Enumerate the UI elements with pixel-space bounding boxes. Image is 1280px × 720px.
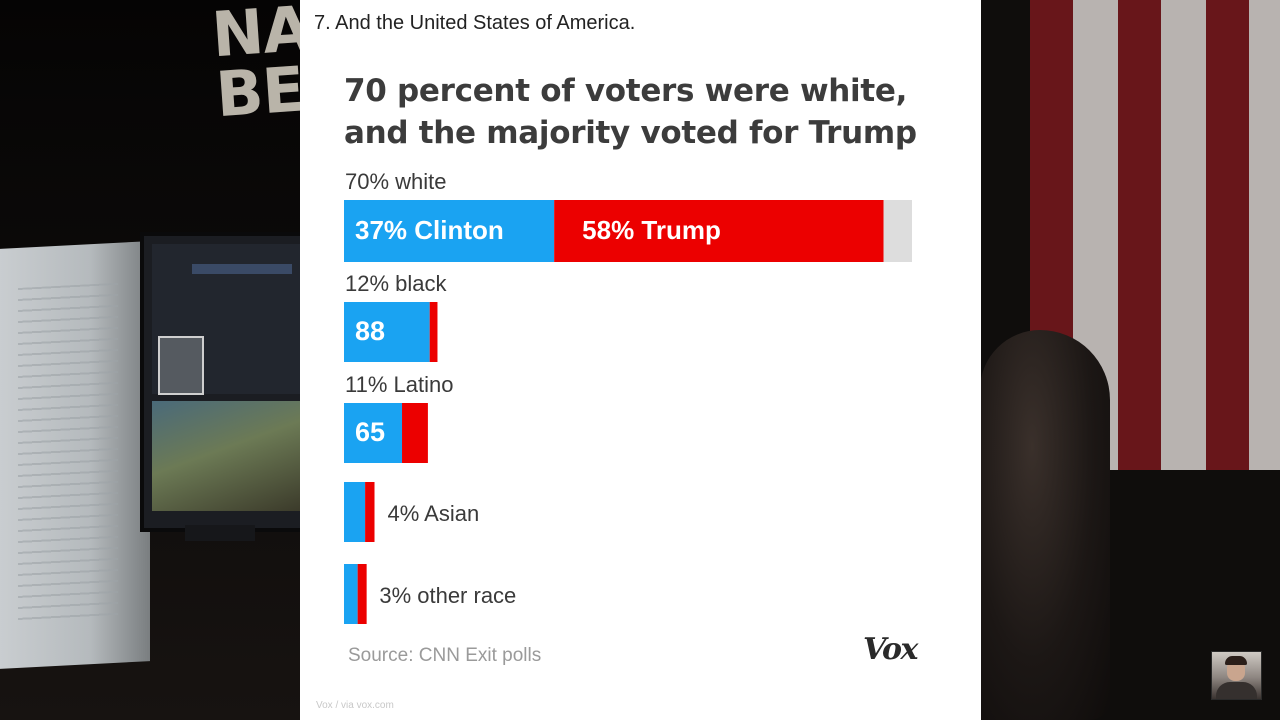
bar-trump [365,482,375,542]
source-note: Source: CNN Exit polls [348,645,542,666]
room-background-left: NA BE [0,0,300,720]
bar-clinton [344,564,358,624]
group-label: 12% black [345,271,448,296]
room-background-right [980,0,1280,720]
data-label-trump: 58% Trump [582,215,721,245]
bar-trump [554,200,884,262]
data-label-clinton: 37% Clinton [355,215,504,245]
data-label-clinton: 88 [355,316,385,346]
group-label: 70% white [345,169,447,194]
slide-caption: 7. And the United States of America. [314,12,636,34]
footer-url: Vox / via vox.com [316,700,394,711]
bar-clinton [344,482,366,542]
bar-trump [402,403,428,463]
group-label: 11% Latino [345,372,453,397]
bar-trump [357,564,367,624]
chart-slide: 7. And the United States of America. 70 … [300,0,981,720]
bar-trump [429,302,438,362]
bar-clinton [344,403,403,463]
group-label: 4% Asian [387,501,479,526]
data-label-clinton: 65 [355,417,385,447]
wall-banner: NA BE [209,0,300,132]
chair [980,330,1110,720]
secondary-monitor [0,241,150,669]
bar-clinton [344,200,555,262]
bar-clinton [344,302,430,362]
stacked-bar-chart: 70% white 37% Clinton 58% Trump 12% black 88… [344,169,912,624]
group-label: 3% other race [379,583,516,608]
bar-other [883,200,912,262]
vox-logo: Vox [863,632,918,667]
primary-monitor [140,232,300,532]
chart-title: 70 percent of voters were white, and the… [344,73,917,151]
webcam-thumbnail [1211,651,1262,700]
monitor-stand [185,525,255,541]
